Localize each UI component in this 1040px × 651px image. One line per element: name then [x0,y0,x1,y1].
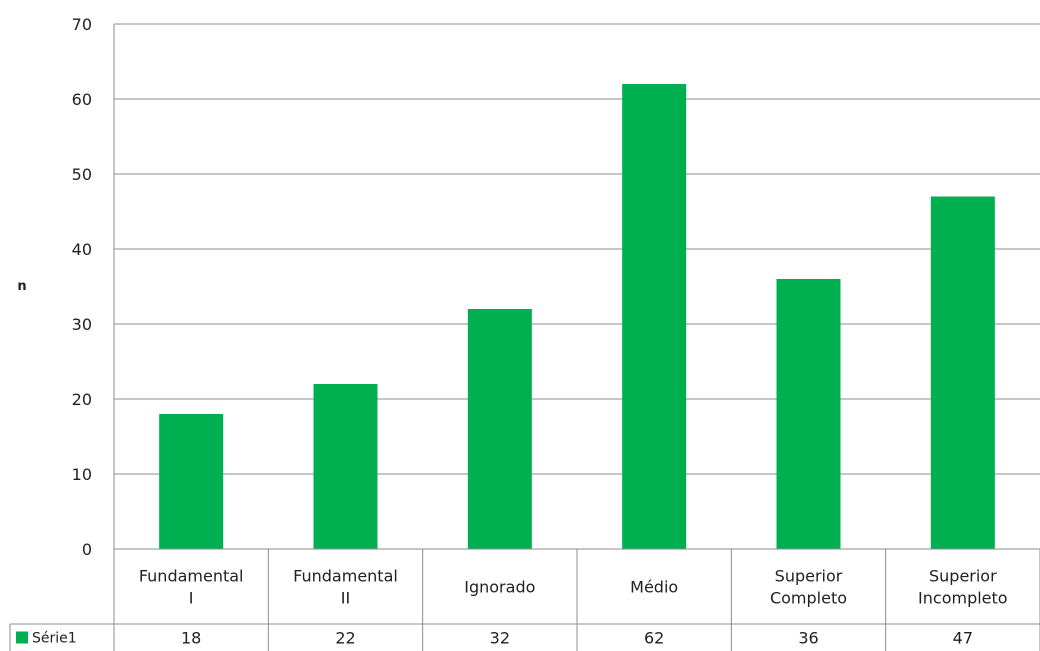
y-tick-label: 60 [72,90,92,109]
x-category-label: Superior Completo [770,567,847,608]
data-table-value: 32 [490,629,510,648]
x-category-label: Superior Incompleto [918,567,1008,608]
y-tick-label: 50 [72,165,92,184]
x-category-label: Médio [630,578,678,597]
legend-label: Série1 [32,631,77,647]
y-axis-label: n [17,279,26,294]
bar [622,84,687,549]
data-table-value: 62 [644,629,664,648]
data-table-value: 18 [181,629,201,648]
y-tick-label: 10 [72,465,92,484]
data-table-value: 22 [335,629,355,648]
gridlines [113,23,1040,549]
y-tick-label: 30 [72,315,92,334]
x-category-label: Fundamental I [139,567,244,608]
x-category-label: Ignorado [464,578,535,597]
bar [930,196,995,549]
x-category-label: Fundamental II [293,567,398,608]
bar [776,279,841,549]
data-table: Fundamental I Fundamental II Ignorado Médio Su… [9,548,1040,651]
legend-swatch [16,631,28,644]
bar [467,309,532,549]
y-tick-label: 70 [72,15,92,34]
bars [159,84,995,549]
bar [313,384,378,549]
data-table-value: 47 [953,629,973,648]
y-axis-ticks: 0 10 20 30 40 50 60 70 [72,15,92,559]
bar [159,414,224,549]
y-tick-label: 40 [72,240,92,259]
data-table-value: 36 [798,629,818,648]
y-tick-label: 0 [82,540,92,559]
y-tick-label: 20 [72,390,92,409]
